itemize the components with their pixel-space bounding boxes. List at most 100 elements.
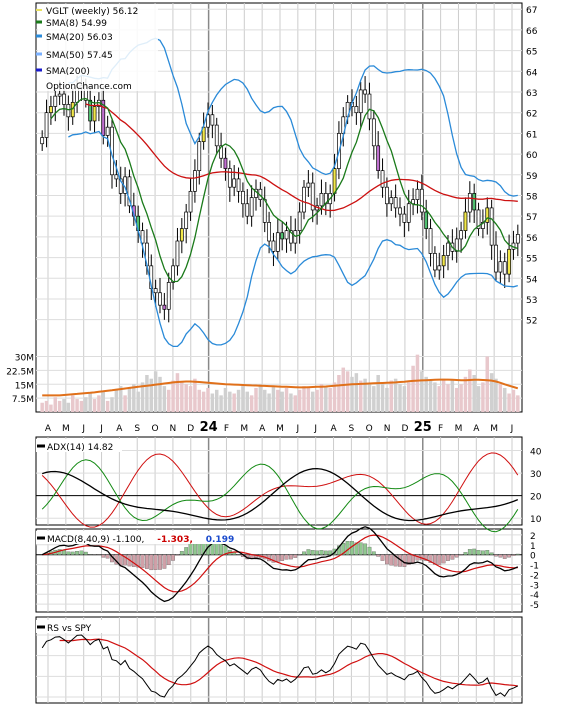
y-tick-macd: -2 [530,571,539,581]
x-tick-label: A [330,424,337,434]
panel-frames [35,2,523,704]
volume-bar [105,400,110,412]
y-tick-price: 62 [526,110,537,120]
macd-histogram-bar [315,550,319,555]
volume-bar [241,386,245,412]
candle-body [53,95,58,107]
volume-bar [127,387,132,412]
y-tick-price: 64 [526,68,538,78]
legend-sma200: SMA(200) [46,67,90,77]
volume-bar [110,397,114,412]
macd-label: MACD(8,40,9) -1.100, [47,535,144,545]
volume-bar [498,384,503,412]
volume-bar [210,393,215,412]
volume-bar [481,382,485,412]
volume-bar [302,386,306,412]
macd-histogram-bar [467,549,472,555]
x-tick-label: J [296,424,300,434]
y-tick-adx: 20 [530,493,542,503]
candle-body [66,104,71,118]
macd-histogram-bar [450,554,455,560]
candle-body [402,213,407,223]
y-tick-price: 54 [526,275,538,285]
volume-bar [44,400,49,412]
candle-body [437,265,442,271]
macd-histogram-bar [393,554,398,567]
macd-histogram-bar [402,554,407,567]
candle-body [441,255,446,267]
volume-bar [184,384,188,412]
candle-body [428,228,433,254]
candle-body [158,292,162,306]
x-tick-label: M [490,424,498,434]
volume-bar [354,373,359,412]
volume-bar [463,376,468,412]
price-legend: VGLT (weekly) 56.12 SMA(8) 54.99 SMA(20)… [36,4,158,92]
macd-hist-label: 0.199 [206,535,234,545]
y-tick-price: 65 [526,48,537,58]
macd-histogram-bar [289,554,293,560]
volume-bar [337,375,341,412]
macd-histogram-bar [145,554,149,569]
volume-bar [88,393,92,412]
x-tick-label: N [384,424,391,434]
candle-body [271,240,276,252]
volume-bar [245,391,250,412]
candle-body [241,190,245,205]
volume-bar [101,391,106,412]
volume-bars [40,354,520,412]
candle-body [498,261,503,273]
candle-body [476,209,481,229]
macd-histogram-bar [389,554,394,566]
macd-signal-line [42,534,518,593]
volume-bar [376,375,380,412]
volume-bar [437,386,442,412]
y-tick-price: 59 [526,172,538,182]
y-tick-volume: 7.5M [12,395,34,405]
macd-histogram-bar [385,554,389,565]
macd-histogram-bar [481,550,485,555]
macd-histogram-bar [498,554,503,558]
macd-histogram-bar [149,554,154,571]
volume-bar [75,399,79,412]
candle-body [433,253,437,271]
volume-bar [193,378,197,412]
candle-body [284,230,289,240]
candle-body [463,211,468,232]
volume-bar [153,371,158,412]
x-tick-label: J [510,424,514,434]
candle-body [275,232,280,252]
volume-bar [450,380,455,412]
volume-bar [180,382,184,412]
volume-bar [310,391,315,412]
macd-histogram-bar [105,554,110,559]
x-tick-label: M [240,424,248,434]
candle-body [223,157,228,169]
macd-histogram-bar [507,554,511,558]
volume-bar [454,387,459,412]
macd-histogram-bar [179,551,184,555]
candle-body [393,197,398,209]
volume-bar [476,386,481,412]
volume-bar [280,391,284,412]
macd-histogram-bar [66,551,71,555]
macd-histogram-bar [354,542,359,555]
candle-body [88,99,93,122]
candle-body [302,186,306,213]
candle-body [459,230,463,240]
candle-body [467,193,472,213]
candle-body [398,207,402,215]
candle-body [105,126,110,136]
volume-bar [433,382,437,412]
y-tick-price: 58 [526,192,538,202]
macd-histogram-bar [223,545,228,555]
volume-bar [140,382,145,412]
volume-bar [415,354,420,412]
volume-bar [57,400,62,412]
macd-histogram-bar [140,554,145,568]
y-tick-volume: 30M [15,354,34,364]
y-tick-price: 53 [526,296,537,306]
volume-bar [406,382,411,412]
candle-body [515,234,520,244]
